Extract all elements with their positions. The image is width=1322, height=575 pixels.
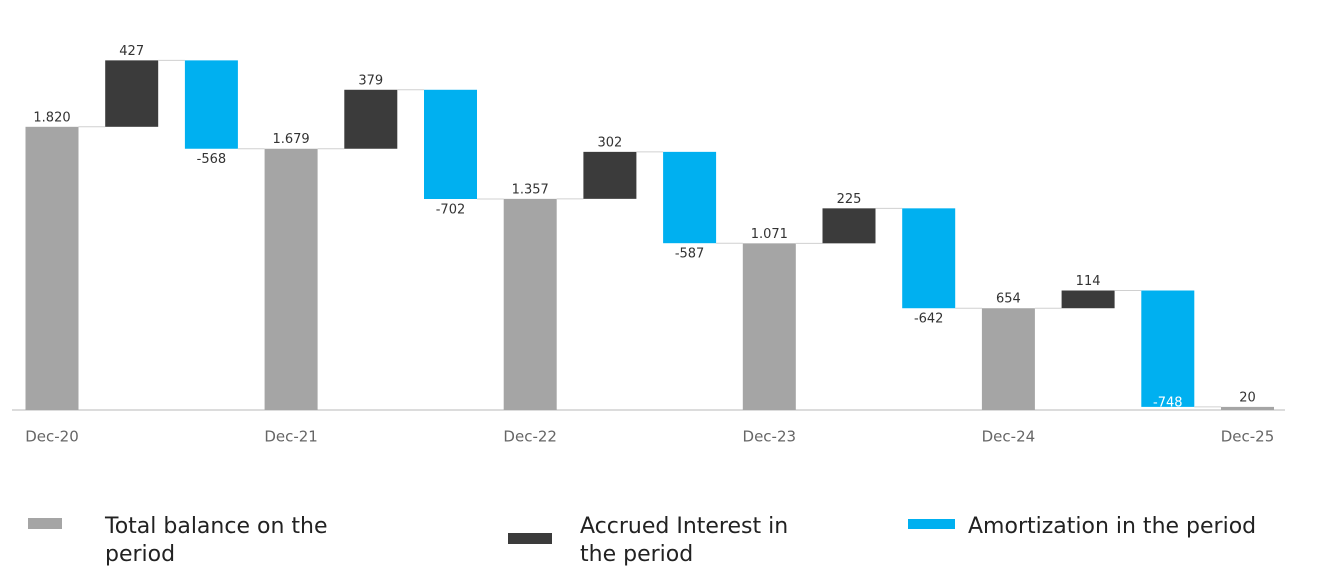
bar (105, 60, 159, 127)
legend-item: Accrued Interest in the period (508, 513, 810, 569)
legend-label: Total balance on the period (105, 514, 328, 567)
bar (981, 308, 1035, 410)
value-label: 302 (597, 135, 622, 150)
bar (184, 60, 238, 149)
bar (663, 151, 717, 244)
value-label: 20 (1239, 390, 1256, 405)
bar (1221, 406, 1274, 410)
bar (264, 148, 318, 410)
chart: Dec-20 1.820 427 -568 Dec-21 1.679 379 -702 Dec-… (12, 44, 1285, 446)
value-label: 1.357 (512, 182, 549, 197)
x-tick-label: Dec-24 (982, 428, 1036, 446)
legend-item: Amortization in the period (908, 513, 1322, 541)
bar (583, 151, 637, 199)
legend-swatch (908, 519, 955, 529)
value-label: -748 (1153, 396, 1183, 411)
legend-item: Total balance on the period (28, 513, 395, 569)
bar (503, 198, 557, 410)
x-tick-label: Dec-20 (25, 428, 79, 446)
value-label: 379 (358, 73, 383, 88)
value-label: 1.679 (272, 132, 309, 147)
bar (25, 126, 79, 411)
value-label: -702 (436, 203, 466, 218)
x-tick-label: Dec-25 (1221, 428, 1275, 446)
x-tick-label: Dec-22 (503, 428, 557, 446)
bar (742, 243, 796, 410)
bar (424, 89, 477, 200)
value-label: -587 (675, 247, 705, 262)
bar (1141, 290, 1195, 407)
legend-label: Amortization in the period (968, 514, 1257, 539)
x-tick-label: Dec-21 (264, 428, 318, 446)
bar (1061, 290, 1115, 309)
x-tick-label: Dec-23 (743, 428, 797, 446)
bar (344, 89, 398, 149)
legend-swatch (28, 518, 62, 529)
bar (902, 208, 956, 309)
bar (822, 208, 876, 244)
value-label: -568 (197, 152, 227, 167)
legend-swatch (508, 533, 552, 544)
value-label: 114 (1076, 274, 1101, 289)
value-label: -642 (914, 312, 944, 327)
value-label: 654 (996, 292, 1021, 307)
value-label: 225 (837, 192, 862, 207)
legend-label: Accrued Interest in the period (580, 514, 789, 567)
value-label: 1.071 (751, 227, 788, 242)
value-label: 427 (119, 44, 144, 59)
value-label: 1.820 (33, 110, 70, 125)
